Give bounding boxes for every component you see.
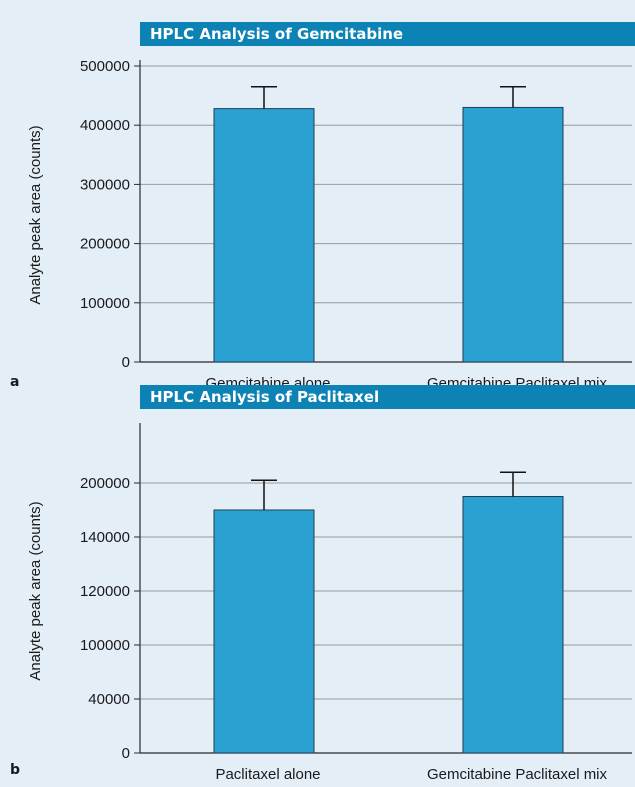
x-category-label: Paclitaxel alone — [215, 766, 320, 783]
panel-label: a — [10, 374, 19, 390]
y-tick-label: 100000 — [80, 295, 130, 312]
bar — [462, 106, 564, 363]
y-tick-label: 500000 — [80, 58, 130, 75]
y-axis-label: Analyte peak area (counts) — [27, 501, 44, 680]
y-tick-label: 40000 — [88, 691, 130, 708]
panel-label: b — [10, 762, 20, 778]
y-tick-label: 120000 — [80, 583, 130, 600]
bar — [213, 108, 315, 363]
chart-title-bar — [140, 22, 635, 46]
bar — [213, 509, 315, 754]
y-tick-label: 140000 — [80, 529, 130, 546]
y-tick-label: 300000 — [80, 176, 130, 193]
x-category-label: Gemcitabine Paclitaxel mix — [427, 766, 608, 783]
y-tick-label: 100000 — [80, 637, 130, 654]
chart-title-bar — [140, 385, 635, 409]
y-tick-label: 200000 — [80, 475, 130, 492]
y-tick-label: 0 — [122, 354, 130, 371]
y-tick-label: 200000 — [80, 236, 130, 253]
chart-title: HPLC Analysis of Paclitaxel — [150, 388, 379, 406]
bar — [462, 496, 564, 754]
y-axis-label: Analyte peak area (counts) — [27, 125, 44, 304]
chart-title: HPLC Analysis of Gemcitabine — [150, 25, 403, 43]
y-tick-label: 400000 — [80, 117, 130, 134]
y-tick-label: 0 — [122, 745, 130, 762]
